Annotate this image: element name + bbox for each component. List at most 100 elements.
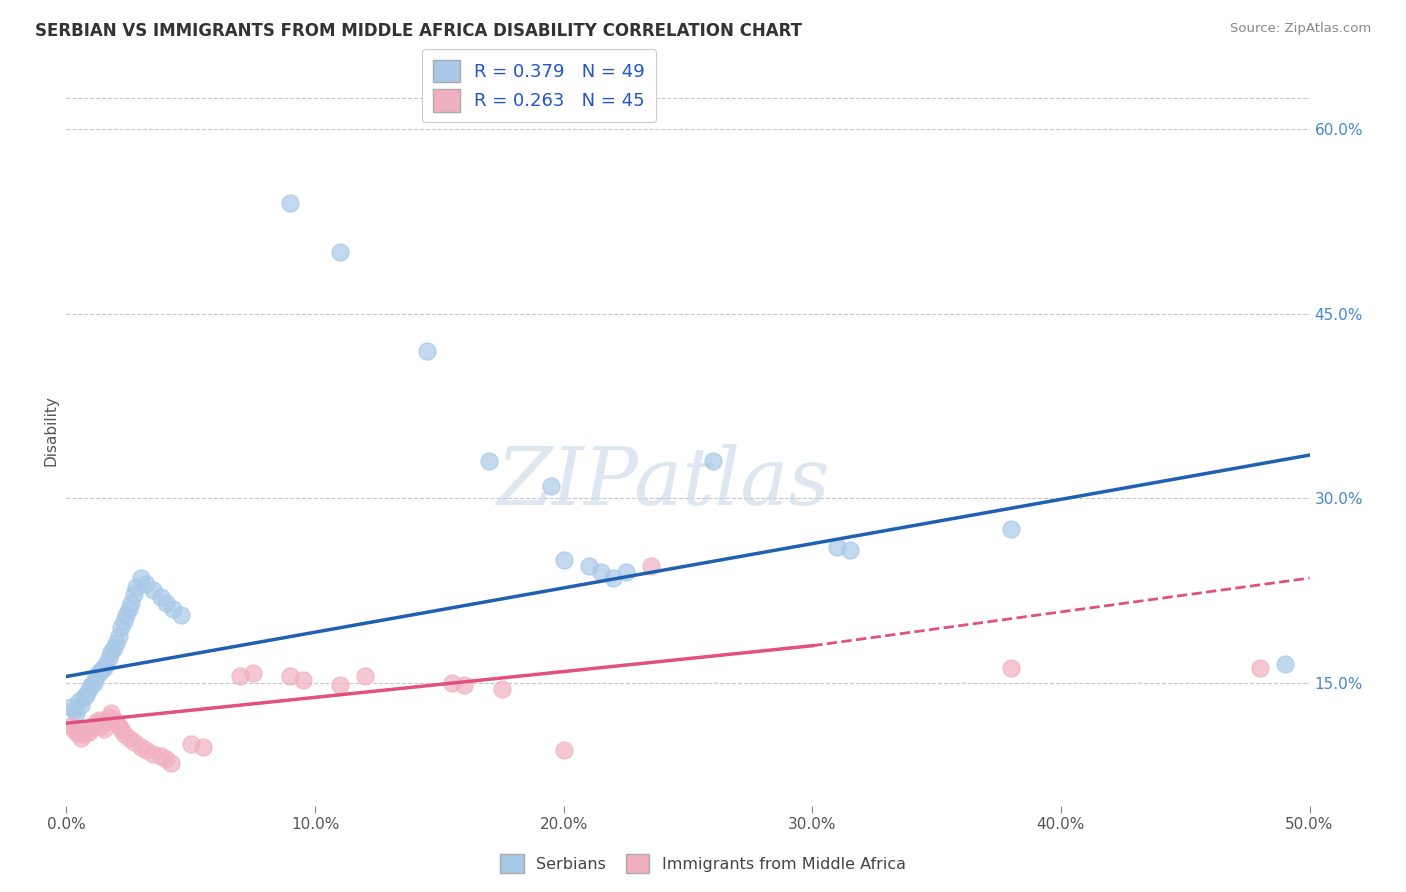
Point — [73, 690, 96, 705]
Point — [110, 723, 132, 737]
Point — [117, 731, 139, 745]
Point — [702, 454, 724, 468]
Point — [96, 714, 118, 729]
Text: ZIPatlas: ZIPatlas — [496, 444, 830, 522]
Point — [93, 661, 115, 675]
Point — [440, 675, 463, 690]
Point — [93, 723, 115, 737]
Point — [75, 723, 97, 737]
Point — [1249, 661, 1271, 675]
Point — [1000, 661, 1022, 675]
Point — [122, 587, 145, 601]
Point — [135, 743, 157, 757]
Point — [578, 558, 600, 573]
Point — [115, 607, 138, 622]
Point — [229, 669, 252, 683]
Point — [329, 678, 352, 692]
Point — [129, 571, 152, 585]
Point — [103, 713, 125, 727]
Point — [87, 665, 110, 680]
Point — [170, 607, 193, 622]
Point — [100, 645, 122, 659]
Point — [149, 590, 172, 604]
Point — [416, 343, 439, 358]
Point — [110, 620, 132, 634]
Text: SERBIAN VS IMMIGRANTS FROM MIDDLE AFRICA DISABILITY CORRELATION CHART: SERBIAN VS IMMIGRANTS FROM MIDDLE AFRICA… — [35, 22, 803, 40]
Point — [540, 479, 562, 493]
Point — [60, 719, 83, 733]
Point — [105, 714, 128, 729]
Point — [291, 673, 314, 688]
Point — [63, 703, 86, 717]
Point — [120, 596, 142, 610]
Point — [65, 706, 87, 721]
Point — [1274, 657, 1296, 672]
Point — [353, 669, 375, 683]
Legend: R = 0.379   N = 49, R = 0.263   N = 45: R = 0.379 N = 49, R = 0.263 N = 45 — [422, 49, 655, 122]
Point — [80, 721, 103, 735]
Point — [602, 571, 624, 585]
Point — [90, 663, 112, 677]
Text: Source: ZipAtlas.com: Source: ZipAtlas.com — [1230, 22, 1371, 36]
Point — [160, 756, 183, 770]
Point — [180, 737, 202, 751]
Point — [60, 700, 83, 714]
Point — [142, 747, 165, 761]
Point — [122, 734, 145, 748]
Point — [491, 681, 513, 696]
Point — [117, 602, 139, 616]
Point — [589, 565, 612, 579]
Point — [77, 724, 100, 739]
Point — [614, 565, 637, 579]
Point — [107, 629, 129, 643]
Point — [80, 678, 103, 692]
Point — [453, 678, 475, 692]
Point — [65, 724, 87, 739]
Point — [135, 577, 157, 591]
Point — [90, 719, 112, 733]
Point — [70, 731, 93, 745]
Point — [70, 698, 93, 712]
Point — [112, 614, 135, 628]
Point — [838, 542, 860, 557]
Point — [67, 694, 90, 708]
Point — [162, 602, 184, 616]
Point — [97, 710, 120, 724]
Point — [825, 541, 848, 555]
Point — [97, 651, 120, 665]
Point — [193, 739, 215, 754]
Point — [242, 665, 264, 680]
Point — [125, 580, 148, 594]
Y-axis label: Disability: Disability — [44, 395, 58, 466]
Point — [75, 688, 97, 702]
Point — [553, 552, 575, 566]
Point — [478, 454, 501, 468]
Point — [105, 636, 128, 650]
Point — [640, 558, 662, 573]
Point — [329, 245, 352, 260]
Point — [96, 657, 118, 672]
Point — [278, 196, 301, 211]
Point — [155, 596, 177, 610]
Point — [67, 727, 90, 741]
Point — [100, 706, 122, 721]
Point — [83, 719, 105, 733]
Point — [149, 749, 172, 764]
Point — [77, 681, 100, 696]
Point — [553, 743, 575, 757]
Point — [278, 669, 301, 683]
Point — [73, 727, 96, 741]
Point — [129, 739, 152, 754]
Point — [142, 583, 165, 598]
Point — [107, 719, 129, 733]
Point — [84, 669, 107, 683]
Point — [1000, 522, 1022, 536]
Legend: Serbians, Immigrants from Middle Africa: Serbians, Immigrants from Middle Africa — [494, 847, 912, 880]
Point — [83, 675, 105, 690]
Point — [84, 714, 107, 729]
Point — [87, 713, 110, 727]
Point — [155, 752, 177, 766]
Point — [63, 723, 86, 737]
Point — [103, 641, 125, 656]
Point — [112, 727, 135, 741]
